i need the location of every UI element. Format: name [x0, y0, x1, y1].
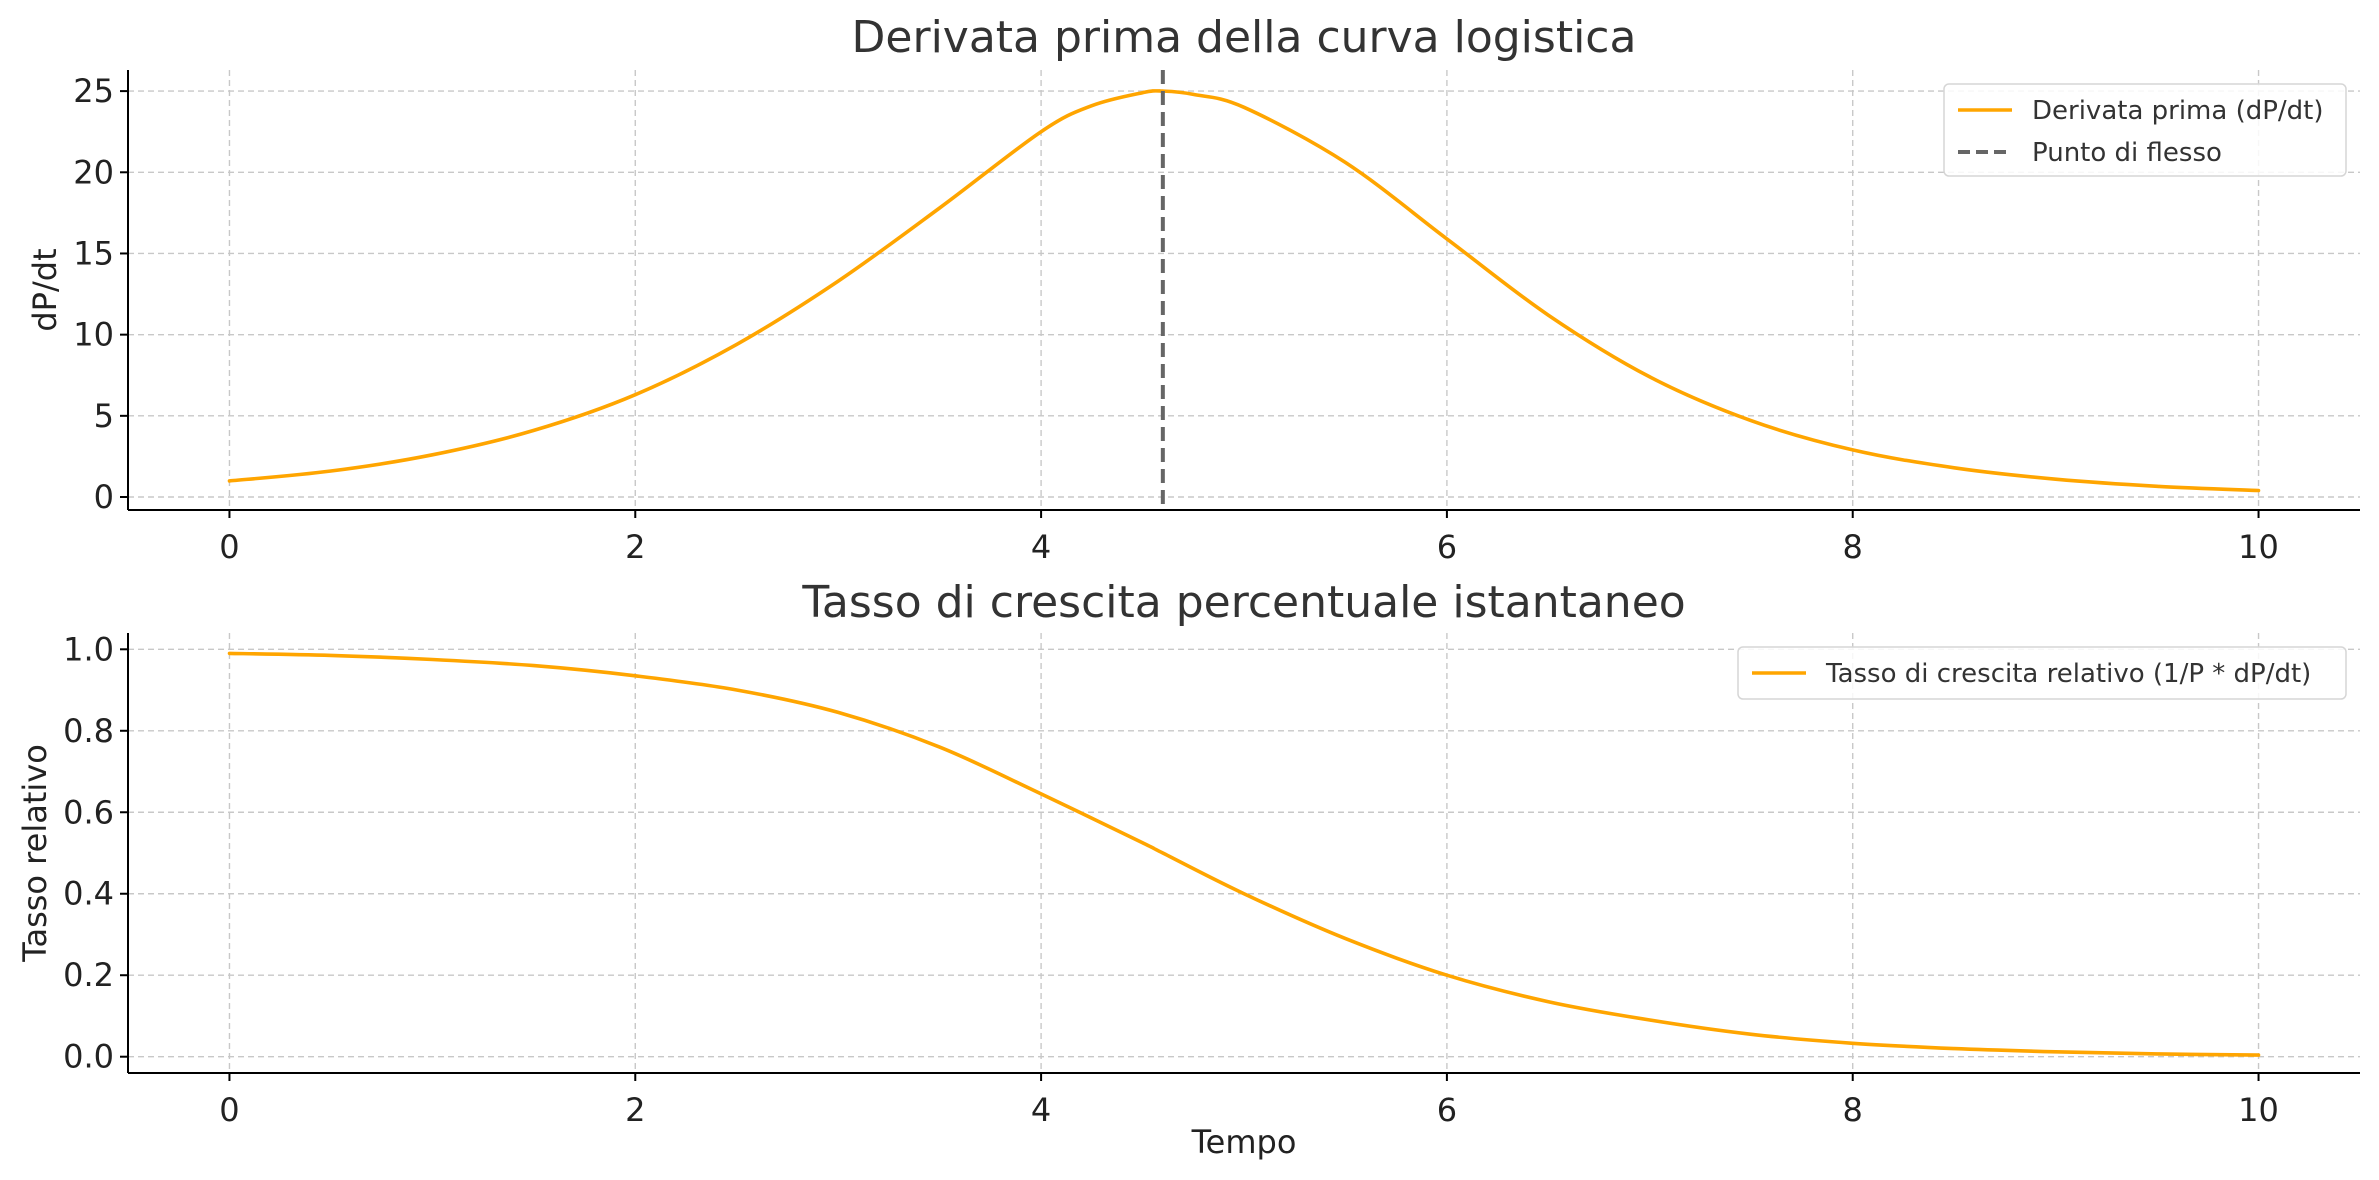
chart-dpdt: 0 2 4 6 8 10 0 5 10 15 20 25 Derivata prima della cu…	[26, 12, 2360, 566]
y-tick-label: 1.0	[63, 630, 114, 668]
y-tick-label: 5	[94, 397, 114, 435]
x-tick-label: 4	[1031, 1091, 1051, 1129]
y-tick-label: 20	[73, 153, 114, 191]
x-tick-label: 6	[1437, 1091, 1457, 1129]
x-tick-label: 4	[1031, 528, 1051, 566]
y-tick-label: 15	[73, 234, 114, 272]
y-axis-label: dP/dt	[26, 248, 64, 331]
x-tick-label: 8	[1843, 528, 1863, 566]
y-axis-label: Tasso relativo	[16, 744, 54, 963]
y-tick-label: 0.6	[63, 793, 114, 831]
y-tick-label: 0	[94, 478, 114, 516]
chart-title: Derivata prima della curva logistica	[852, 12, 1637, 63]
x-tick-label: 8	[1843, 1091, 1863, 1129]
x-axis-label: Tempo	[1191, 1123, 1297, 1161]
y-tick-label: 10	[73, 316, 114, 354]
chart-relative-rate: 0 2 4 6 8 10 0.0 0.2 0.4 0.6 0.8 1.0 Tasso di cresci…	[16, 577, 2360, 1161]
x-tick-label: 10	[2238, 528, 2279, 566]
legend: Derivata prima (dP/dt) Punto di flesso	[1943, 83, 2347, 177]
legend-label: Punto di flesso	[2032, 138, 2222, 168]
y-tick-label: 25	[73, 72, 114, 110]
x-tick-label: 10	[2238, 1091, 2279, 1129]
series-line-0	[227, 89, 2261, 493]
x-tick-label: 6	[1437, 528, 1457, 566]
legend: Tasso di crescita relativo (1/P * dP/dt)	[1737, 646, 2347, 700]
y-tick-label: 0.4	[63, 875, 114, 913]
legend-box	[1943, 83, 2347, 177]
y-tick-label: 0.2	[63, 956, 114, 994]
legend-label: Tasso di crescita relativo (1/P * dP/dt)	[1825, 659, 2311, 689]
y-tick-label: 0.8	[63, 712, 114, 750]
x-tick-label: 2	[625, 1091, 645, 1129]
series-line-0	[227, 651, 2261, 1057]
chart-title: Tasso di crescita percentuale istantaneo	[801, 577, 1685, 628]
x-tick-label: 2	[625, 528, 645, 566]
y-tick-label: 0.0	[63, 1038, 114, 1076]
legend-label: Derivata prima (dP/dt)	[2032, 96, 2324, 126]
legend-box	[1737, 646, 2347, 700]
x-tick-label: 0	[219, 1091, 239, 1129]
x-tick-label: 0	[219, 528, 239, 566]
